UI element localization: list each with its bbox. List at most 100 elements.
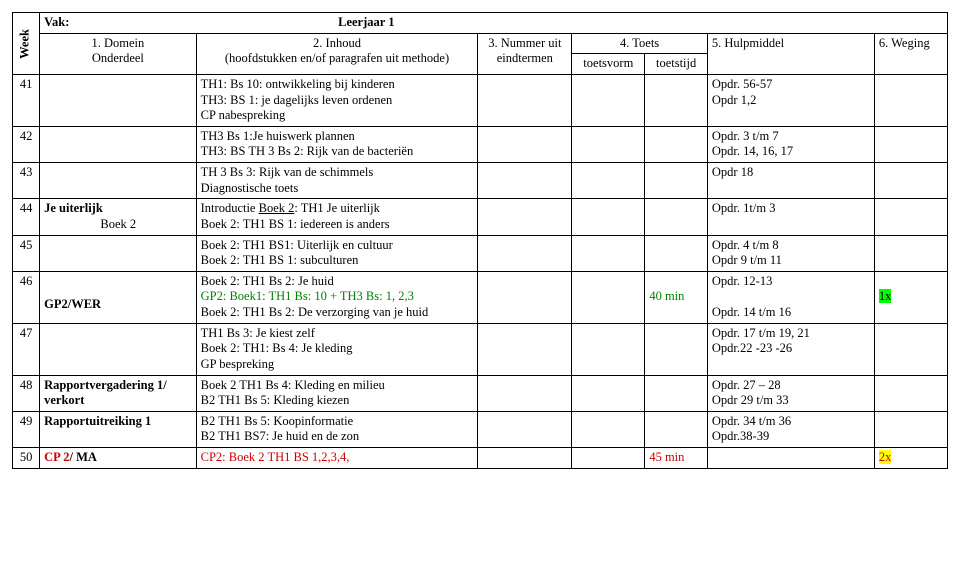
dom-suffix: / MA xyxy=(69,450,96,464)
weging-cell xyxy=(874,411,947,447)
inhoud-cell: Boek 2: TH1 Bs 2: Je huid GP2: Boek1: TH… xyxy=(196,271,478,323)
weging-cell xyxy=(874,323,947,375)
domein-cell xyxy=(40,74,197,126)
header-row-1: 1. Domein Onderdeel 2. Inhoud (hoofdstuk… xyxy=(13,33,948,54)
nummer-cell xyxy=(478,448,572,469)
nummer-cell xyxy=(478,323,572,375)
col-inhoud: 2. Inhoud (hoofdstukken en/of paragrafen… xyxy=(196,33,478,74)
weging-cell: 2x xyxy=(874,448,947,469)
toetstijd-cell xyxy=(645,74,708,126)
inhoud-cell: B2 TH1 Bs 5: Koopinformatie B2 TH1 BS7: … xyxy=(196,411,478,447)
weging-cell xyxy=(874,375,947,411)
week-cell: 46 xyxy=(13,271,40,323)
nummer-cell xyxy=(478,375,572,411)
inh-red: CP2: Boek 2 TH1 BS 1,2,3,4, xyxy=(201,450,350,464)
hulp-cell: Opdr 18 xyxy=(707,163,874,199)
inh-b: : TH1 Je uiterlijk xyxy=(294,201,380,215)
toetstijd-cell xyxy=(645,235,708,271)
toetstijd-cell xyxy=(645,199,708,235)
week-cell: 41 xyxy=(13,74,40,126)
inh-l1: Boek 2: TH1 Bs 2: Je huid xyxy=(201,274,334,288)
col-hulpmiddel: 5. Hulpmiddel xyxy=(707,33,874,74)
domein-cell xyxy=(40,126,197,162)
inhoud-cell: CP2: Boek 2 TH1 BS 1,2,3,4, xyxy=(196,448,478,469)
title-row: Week Vak: Leerjaar 1 xyxy=(13,13,948,34)
hulp-cell: Opdr. 4 t/m 8 Opdr 9 t/m 11 xyxy=(707,235,874,271)
dom-bold: GP2/WER xyxy=(44,297,101,311)
domein-cell xyxy=(40,235,197,271)
h1a: 1. Domein xyxy=(91,36,144,50)
week-cell: 50 xyxy=(13,448,40,469)
toetsvorm-cell xyxy=(572,375,645,411)
curriculum-table: Week Vak: Leerjaar 1 1. Domein Onderdeel… xyxy=(12,12,948,469)
toetstijd-cell xyxy=(645,323,708,375)
week-cell: 43 xyxy=(13,163,40,199)
week-cell: 42 xyxy=(13,126,40,162)
hulp-l1: Opdr. 12-13 xyxy=(712,274,772,288)
table-row: 50 CP 2/ MA CP2: Boek 2 TH1 BS 1,2,3,4, … xyxy=(13,448,948,469)
toetsvorm-cell xyxy=(572,448,645,469)
col-domein: 1. Domein Onderdeel xyxy=(40,33,197,74)
hulp-l2: Opdr. 14 t/m 16 xyxy=(712,305,791,319)
table-row: 48 Rapportvergadering 1/ verkort Boek 2 … xyxy=(13,375,948,411)
nummer-cell xyxy=(478,163,572,199)
table-row: 41 TH1: Bs 10: ontwikkeling bij kinderen… xyxy=(13,74,948,126)
inh-l2-green: GP2: Boek1: TH1 Bs: 10 + TH3 Bs: 1, 2,3 xyxy=(201,289,414,303)
week-cell: 45 xyxy=(13,235,40,271)
table-row: 47 TH1 Bs 3: Je kiest zelf Boek 2: TH1: … xyxy=(13,323,948,375)
inhoud-cell: TH1: Bs 10: ontwikkeling bij kinderen TH… xyxy=(196,74,478,126)
h3b: eindtermen xyxy=(497,51,553,65)
dom-bold: Je uiterlijk xyxy=(44,201,103,215)
toetstijd-cell xyxy=(645,126,708,162)
col-nummer: 3. Nummer uit eindtermen xyxy=(478,33,572,74)
toetstijd-cell xyxy=(645,163,708,199)
h2a: 2. Inhoud xyxy=(313,36,361,50)
weging-cell: 1x xyxy=(874,271,947,323)
toetsvorm-cell xyxy=(572,323,645,375)
table-row: 45 Boek 2: TH1 BS1: Uiterlijk en cultuur… xyxy=(13,235,948,271)
week-cell: 47 xyxy=(13,323,40,375)
hulp-cell: Opdr. 12-13 Opdr. 14 t/m 16 xyxy=(707,271,874,323)
ttijd-green: 40 min xyxy=(649,289,684,303)
weg-red: 2x xyxy=(879,450,892,464)
toetsvorm-cell xyxy=(572,163,645,199)
inhoud-cell: TH 3 Bs 3: Rijk van de schimmels Diagnos… xyxy=(196,163,478,199)
toetsvorm-cell xyxy=(572,271,645,323)
toetstijd-cell: 45 min xyxy=(645,448,708,469)
weging-cell xyxy=(874,235,947,271)
hulp-cell: Opdr. 1t/m 3 xyxy=(707,199,874,235)
domein-cell: Rapportuitreiking 1 xyxy=(40,411,197,447)
inh-c: Boek 2: TH1 BS 1: iedereen is anders xyxy=(201,217,390,231)
toetstijd-cell: 40 min xyxy=(645,271,708,323)
inhoud-cell: TH1 Bs 3: Je kiest zelf Boek 2: TH1: Bs … xyxy=(196,323,478,375)
dom-normal: Boek 2 xyxy=(44,217,136,231)
hulp-cell: Opdr. 17 t/m 19, 21 Opdr.22 -23 -26 xyxy=(707,323,874,375)
week-cell: 48 xyxy=(13,375,40,411)
h2b: (hoofdstukken en/of paragrafen uit metho… xyxy=(225,51,449,65)
toetstijd-cell xyxy=(645,375,708,411)
domein-cell xyxy=(40,323,197,375)
col-toetsvorm: toetsvorm xyxy=(572,54,645,75)
toetsvorm-cell xyxy=(572,235,645,271)
ttijd-red: 45 min xyxy=(649,450,684,464)
domein-cell: Rapportvergadering 1/ verkort xyxy=(40,375,197,411)
weging-cell xyxy=(874,163,947,199)
table-row: 46 GP2/WER Boek 2: TH1 Bs 2: Je huid GP2… xyxy=(13,271,948,323)
week-cell: 44 xyxy=(13,199,40,235)
dom-red: CP 2 xyxy=(44,450,69,464)
h3a: 3. Nummer uit xyxy=(488,36,561,50)
inhoud-cell: Introductie Boek 2: TH1 Je uiterlijk Boe… xyxy=(196,199,478,235)
hulp-cell: Opdr. 27 – 28 Opdr 29 t/m 33 xyxy=(707,375,874,411)
table-row: 42 TH3 Bs 1:Je huiswerk plannen TH3: BS … xyxy=(13,126,948,162)
hulp-cell: Opdr. 3 t/m 7 Opdr. 14, 16, 17 xyxy=(707,126,874,162)
toetsvorm-cell xyxy=(572,74,645,126)
inh-a: Introductie xyxy=(201,201,259,215)
table-row: 49 Rapportuitreiking 1 B2 TH1 Bs 5: Koop… xyxy=(13,411,948,447)
table-row: 43 TH 3 Bs 3: Rijk van de schimmels Diag… xyxy=(13,163,948,199)
domein-cell: GP2/WER xyxy=(40,271,197,323)
domein-cell: Je uiterlijk Boek 2 xyxy=(40,199,197,235)
nummer-cell xyxy=(478,235,572,271)
toetsvorm-cell xyxy=(572,411,645,447)
table-row: 44 Je uiterlijk Boek 2 Introductie Boek … xyxy=(13,199,948,235)
toetsvorm-cell xyxy=(572,126,645,162)
